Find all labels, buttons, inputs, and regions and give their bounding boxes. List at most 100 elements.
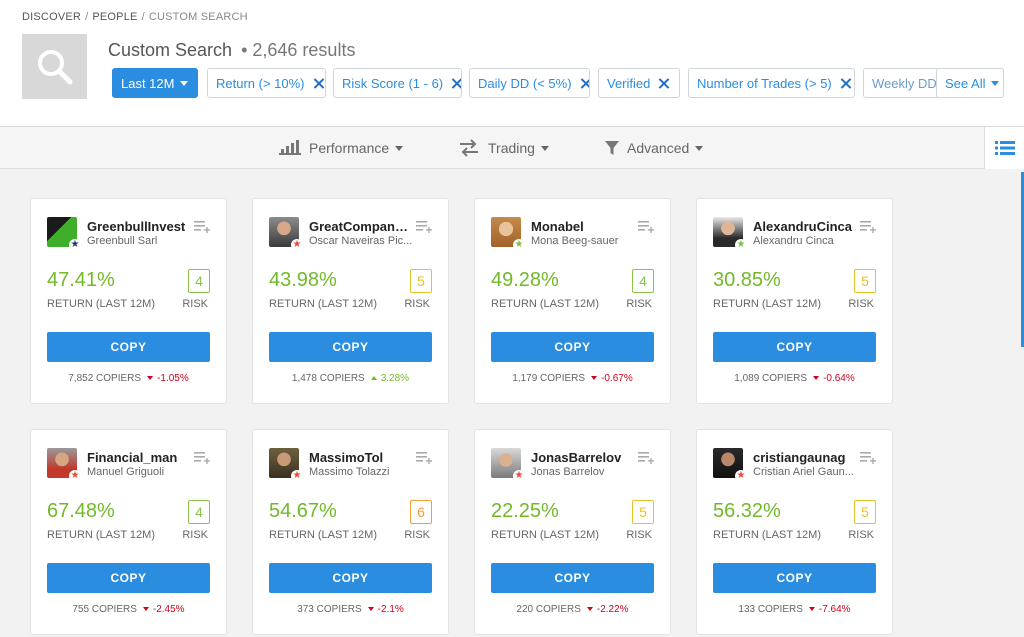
copiers-count: 7,852 COPIERS: [68, 373, 142, 384]
copiers-row: 133 COPIERS -7.64%: [697, 604, 892, 615]
chevron-down-icon: [180, 80, 189, 86]
breadcrumb-separator: /: [141, 11, 145, 23]
risk-label: RISK: [626, 529, 652, 541]
trader-username[interactable]: MassimoTol: [309, 450, 384, 465]
filter-chip-label: Verified: [607, 75, 651, 91]
close-icon[interactable]: [840, 78, 846, 89]
risk-score-badge: 6: [410, 500, 432, 524]
return-label: RETURN (LAST 12M): [491, 298, 599, 310]
add-to-list-icon[interactable]: [638, 221, 654, 233]
copy-button[interactable]: COPY: [713, 332, 876, 362]
copiers-count: 1,179 COPIERS: [512, 373, 586, 384]
close-icon[interactable]: [580, 78, 581, 89]
filter-chip-return[interactable]: Return (> 10%): [207, 68, 326, 98]
tab-performance[interactable]: Performance: [279, 127, 404, 169]
copy-button[interactable]: COPY: [491, 563, 654, 593]
trader-fullname: Massimo Tolazzi: [309, 466, 390, 478]
return-value: 54.67%: [269, 500, 337, 522]
trader-fullname: Mona Beeg-sauer: [531, 235, 619, 247]
close-icon[interactable]: [658, 78, 669, 89]
page-title: Custom Search • 2,646 results: [108, 40, 355, 61]
trader-card[interactable]: ★ GreatCompani... Oscar Naveiras Pic... …: [252, 198, 449, 404]
filter-chip-risk-score[interactable]: Risk Score (1 - 6): [333, 68, 462, 98]
trader-username[interactable]: GreenbullInvest: [87, 219, 186, 234]
bar-chart-icon: [279, 140, 301, 155]
trader-username[interactable]: Financial_man: [87, 450, 178, 465]
risk-score-badge: 5: [854, 269, 876, 293]
trader-username[interactable]: GreatCompani...: [309, 219, 409, 234]
star-badge-icon: ★: [69, 239, 81, 251]
page-title-text: Custom Search: [108, 40, 233, 60]
close-icon[interactable]: [313, 78, 317, 89]
copiers-count: 1,478 COPIERS: [291, 373, 365, 384]
add-to-list-icon[interactable]: [860, 452, 876, 464]
search-placeholder-image: [22, 34, 87, 99]
period-dropdown[interactable]: Last 12M: [112, 68, 198, 98]
trader-username[interactable]: Monabel: [531, 219, 584, 234]
trader-username[interactable]: AlexandruCinca: [753, 219, 852, 234]
star-badge-icon: ★: [513, 239, 525, 251]
copiers-row: 220 COPIERS -2.22%: [475, 604, 670, 615]
filter-bar: Last 12M Return (> 10%) Risk Score (1 - …: [112, 68, 1024, 98]
trader-card[interactable]: ★ MassimoTol Massimo Tolazzi 54.67% RETU…: [252, 429, 449, 635]
list-view-button[interactable]: [984, 127, 1024, 169]
return-value: 67.48%: [47, 500, 115, 522]
copiers-change: -2.22%: [596, 604, 629, 615]
breadcrumb: DISCOVER / PEOPLE / CUSTOM SEARCH: [22, 11, 248, 23]
copiers-change: -2.1%: [377, 604, 404, 615]
copy-button[interactable]: COPY: [269, 332, 432, 362]
add-to-list-icon[interactable]: [860, 221, 876, 233]
trader-card[interactable]: ★ Financial_man Manuel Griguoli 67.48% R…: [30, 429, 227, 635]
see-all-label: See All: [945, 75, 986, 91]
filter-chip-daily-dd[interactable]: Daily DD (< 5%): [469, 68, 590, 98]
trader-username[interactable]: JonasBarrelov: [531, 450, 622, 465]
filter-chip-number-of-trades[interactable]: Number of Trades (> 5): [688, 68, 855, 98]
copiers-change: -1.05%: [157, 373, 189, 384]
arrow-down-icon: [142, 607, 149, 612]
arrow-up-icon: [370, 376, 377, 381]
add-to-list-icon[interactable]: [194, 452, 210, 464]
breadcrumb-people[interactable]: PEOPLE: [92, 11, 138, 23]
copy-button[interactable]: COPY: [47, 563, 210, 593]
return-label: RETURN (LAST 12M): [713, 529, 821, 541]
star-badge-icon: ★: [69, 470, 81, 482]
add-to-list-icon[interactable]: [416, 221, 432, 233]
trader-card[interactable]: ★ AlexandruCinca Alexandru Cinca 30.85% …: [696, 198, 893, 404]
add-to-list-icon[interactable]: [194, 221, 210, 233]
copiers-row: 1,179 COPIERS -0.67%: [475, 373, 670, 384]
search-icon: [37, 49, 72, 84]
tab-trading[interactable]: Trading: [458, 127, 549, 169]
risk-score-badge: 5: [410, 269, 432, 293]
copiers-change: -0.67%: [601, 373, 633, 384]
trader-fullname: Jonas Barrelov: [531, 466, 605, 478]
copy-button[interactable]: COPY: [491, 332, 654, 362]
risk-label: RISK: [404, 529, 430, 541]
tab-label: Performance: [309, 140, 390, 156]
copy-button[interactable]: COPY: [269, 563, 432, 593]
filter-chip-weekly-dd[interactable]: Weekly DD: [863, 68, 943, 98]
add-to-list-icon[interactable]: [416, 452, 432, 464]
filter-chip-verified[interactable]: Verified: [598, 68, 680, 98]
filter-chip-label: Return (> 10%): [216, 75, 305, 91]
risk-label: RISK: [404, 298, 430, 310]
trader-card[interactable]: ★ JonasBarrelov Jonas Barrelov 22.25% RE…: [474, 429, 671, 635]
copiers-row: 755 COPIERS -2.45%: [31, 604, 226, 615]
see-all-button[interactable]: See All: [936, 68, 1004, 98]
tab-advanced[interactable]: Advanced: [605, 127, 704, 169]
add-to-list-icon[interactable]: [638, 452, 654, 464]
trader-card[interactable]: ★ GreenbullInvest Greenbull Sarl 47.41% …: [30, 198, 227, 404]
trader-card[interactable]: ★ cristiangaunag Cristian Ariel Gaun... …: [696, 429, 893, 635]
copy-button[interactable]: COPY: [47, 332, 210, 362]
trader-username[interactable]: cristiangaunag: [753, 450, 846, 465]
close-icon[interactable]: [451, 78, 453, 89]
trader-card[interactable]: ★ Monabel Mona Beeg-sauer 49.28% RETURN …: [474, 198, 671, 404]
trader-fullname: Greenbull Sarl: [87, 235, 158, 247]
risk-score-badge: 4: [632, 269, 654, 293]
copiers-change: -7.64%: [818, 604, 851, 615]
trader-fullname: Manuel Griguoli: [87, 466, 165, 478]
copiers-count: 755 COPIERS: [72, 604, 137, 615]
copy-button[interactable]: COPY: [713, 563, 876, 593]
scrollbar[interactable]: [1021, 172, 1024, 347]
breadcrumb-discover[interactable]: DISCOVER: [22, 11, 82, 23]
trader-fullname: Oscar Naveiras Pic...: [309, 235, 413, 247]
